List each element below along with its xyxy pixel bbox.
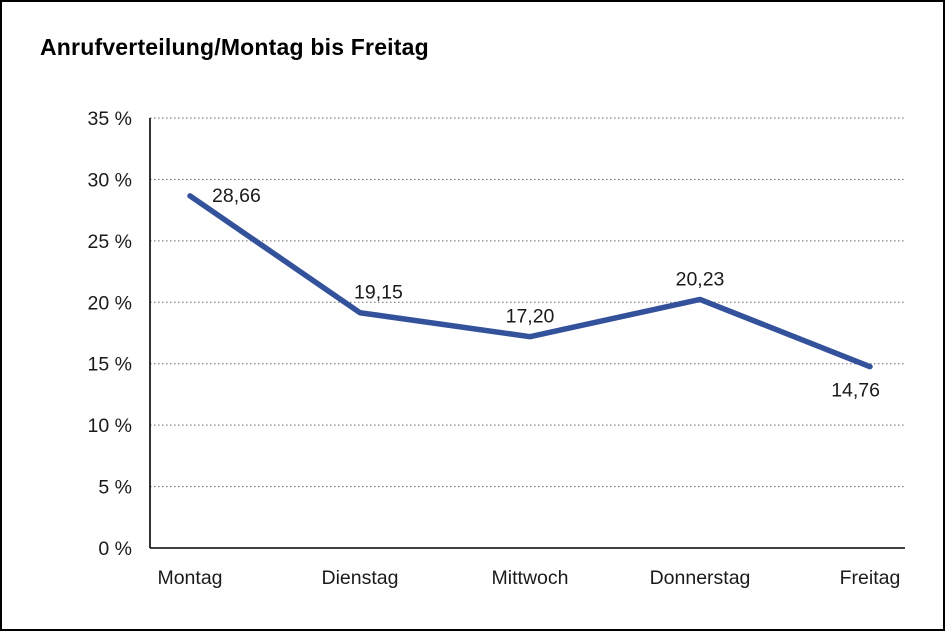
data-point-label: 19,15 [354, 282, 403, 304]
y-tick-label: 35 % [88, 108, 132, 130]
x-category-label: Montag [157, 567, 222, 589]
y-tick-label: 25 % [88, 231, 132, 253]
y-tick-label: 20 % [88, 292, 132, 314]
x-category-label: Mittwoch [492, 567, 569, 589]
data-point-label: 14,76 [831, 380, 880, 402]
series-line [187, 193, 873, 370]
data-point-label: 28,66 [212, 185, 261, 207]
y-tick-label: 30 % [88, 169, 132, 191]
x-category-label: Dienstag [322, 567, 399, 589]
data-point-label: 20,23 [676, 268, 725, 290]
y-tick-label: 0 % [98, 538, 132, 560]
y-tick-label: 10 % [88, 415, 132, 437]
chart-title: Anrufverteilung/Montag bis Freitag [40, 34, 429, 60]
y-tick-label: 15 % [88, 354, 132, 376]
x-category-label: Freitag [840, 567, 901, 589]
x-category-label: Donnerstag [650, 567, 751, 589]
y-tick-label: 5 % [98, 477, 132, 499]
data-point-label: 17,20 [506, 306, 555, 328]
